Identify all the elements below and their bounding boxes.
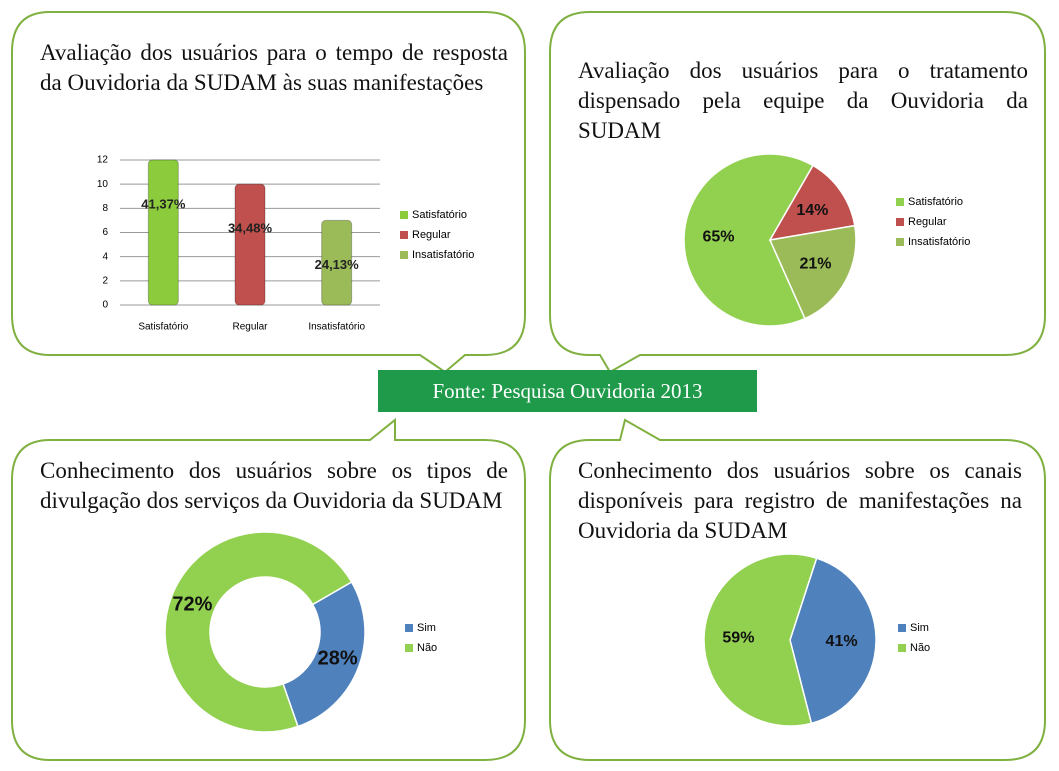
legend-label: Insatisfatório [908,236,970,248]
x-tick-label: Insatisfatório [308,322,365,333]
y-tick-label: 2 [102,275,108,286]
legend-label: Não [910,642,930,654]
bar-annotation: 41,37% [141,196,186,211]
legend-label: Não [417,642,437,654]
legend-swatch [405,644,413,652]
y-tick-label: 12 [97,155,109,166]
y-tick-label: 10 [97,179,109,190]
legend-label: Insatisfatório [412,249,474,261]
data-label: 21% [799,256,831,273]
bubbles [11,11,1046,761]
legend-swatch [400,211,408,219]
legend-swatch [400,251,408,259]
source-label: Fonte: Pesquisa Ouvidoria 2013 [378,370,757,412]
legend-label: Regular [412,229,451,241]
legend-label: Satisfatório [412,209,467,221]
slice [282,580,366,728]
data-label: 14% [796,202,828,219]
legend-label: Satisfatório [908,196,963,208]
legend-label: Regular [908,216,947,228]
slice [789,557,877,725]
x-tick-label: Regular [232,322,268,333]
legend-label: Sim [417,622,436,634]
y-tick-label: 6 [102,227,108,238]
y-tick-label: 8 [102,203,108,214]
chart-title: Avaliação dos usuários para o tratamento… [578,58,1028,143]
slice [683,153,815,327]
legend-swatch [896,238,904,246]
slice [768,164,856,242]
y-tick-label: 0 [102,300,108,311]
data-label: 72% [172,593,212,615]
bar [234,183,266,306]
data-label: 65% [702,229,734,246]
legend-swatch [896,198,904,206]
bar-annotation: 34,48% [228,221,273,236]
chart-title: Conhecimento dos usuários sobre os tipos… [40,458,508,513]
y-tick-label: 4 [102,251,108,262]
legend-swatch [400,231,408,239]
legend-label: Sim [910,622,929,634]
bar-annotation: 24,13% [315,257,360,272]
bar [147,159,179,306]
legend-swatch [405,624,413,632]
slice [164,531,353,733]
legend-swatch [896,218,904,226]
data-label: 41% [826,633,858,650]
chart-title: Avaliação dos usuários para o tempo de r… [40,40,508,95]
chart-title: Conhecimento dos usuários sobre os canai… [578,458,1022,543]
bubble [11,417,526,761]
legend-swatch [898,624,906,632]
legend-swatch [898,644,906,652]
slice [768,224,857,320]
data-label: 28% [318,647,358,669]
x-tick-label: Satisfatório [138,322,188,333]
bubble [11,11,526,374]
bar [321,219,353,306]
data-label: 59% [722,630,754,647]
slice [703,553,818,727]
